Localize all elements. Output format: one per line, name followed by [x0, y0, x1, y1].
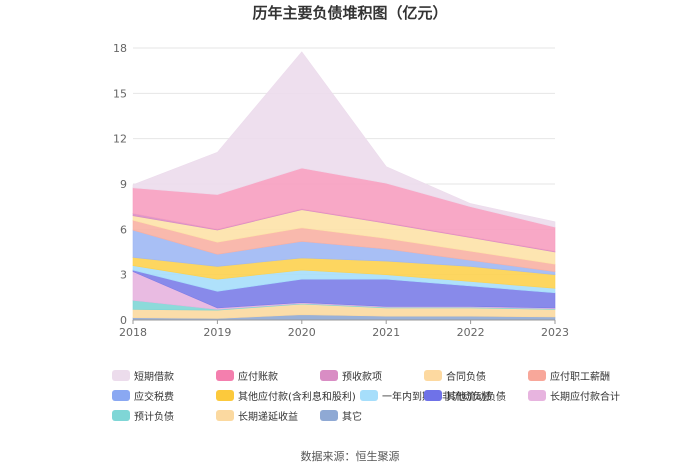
legend-label: 其他应付款(含利息和股利)	[238, 392, 356, 403]
legend-swatch	[424, 390, 442, 401]
legend-swatch	[112, 410, 130, 421]
legend-swatch	[216, 390, 234, 401]
y-tick-label: 15	[113, 87, 127, 100]
legend-swatch	[320, 370, 338, 381]
legend-label: 长期应付款合计	[550, 392, 620, 403]
area-series-短期借款	[132, 51, 556, 228]
legend-label: 合同负债	[446, 372, 486, 383]
legend-item[interactable]: 其他流动负债	[424, 388, 506, 403]
legend-item[interactable]: 预收款项	[320, 368, 382, 383]
legend-item[interactable]: 预计负债	[112, 408, 174, 423]
x-tick-label: 2019	[203, 326, 231, 339]
legend-item[interactable]: 应交税费	[112, 388, 174, 403]
legend-label: 预收款项	[342, 372, 382, 383]
legend-swatch	[112, 390, 130, 401]
legend-swatch	[216, 410, 234, 421]
chart-title: 历年主要负债堆积图（亿元）	[252, 4, 448, 22]
axes: 0 3 6 9 12 15 18 2018 2019 2020 2021 2022 2023	[113, 42, 569, 339]
legend-item[interactable]: 长期递延收益	[216, 408, 298, 423]
legend-label: 应交税费	[134, 392, 174, 403]
legend-label: 预计负债	[134, 412, 174, 423]
legend-label: 短期借款	[134, 372, 174, 383]
legend-swatch	[112, 370, 130, 381]
legend-swatch	[528, 390, 546, 401]
y-tick-label: 0	[120, 314, 127, 327]
legend-swatch	[360, 390, 378, 401]
legend-item[interactable]: 其它	[320, 408, 362, 423]
data-source-note: 数据来源：恒生聚源	[300, 450, 400, 463]
legend-label: 其他流动负债	[446, 392, 506, 403]
legend-swatch	[528, 370, 546, 381]
legend-item[interactable]: 合同负债	[424, 368, 486, 383]
x-tick-label: 2020	[288, 326, 316, 339]
legend-label: 其它	[342, 412, 362, 423]
y-tick-label: 12	[113, 133, 127, 146]
legend-swatch	[216, 370, 234, 381]
area-series-group	[132, 51, 556, 321]
x-tick-label: 2023	[541, 326, 569, 339]
x-tick-label: 2021	[372, 326, 400, 339]
legend-item[interactable]: 应付职工薪酬	[528, 368, 610, 383]
y-tick-label: 3	[120, 269, 127, 282]
legend-item[interactable]: 其他应付款(含利息和股利)	[216, 388, 356, 403]
y-tick-label: 9	[120, 178, 127, 191]
x-tick-label: 2018	[119, 326, 147, 339]
legend-label: 应付职工薪酬	[550, 372, 610, 383]
y-tick-label: 18	[113, 42, 127, 55]
legend-label: 应付账款	[238, 372, 278, 383]
legend-swatch	[320, 410, 338, 421]
legend-item[interactable]: 短期借款	[112, 368, 174, 383]
legend-swatch	[424, 370, 442, 381]
legend-item[interactable]: 长期应付款合计	[528, 388, 620, 403]
y-tick-label: 6	[120, 223, 127, 236]
x-tick-label: 2022	[457, 326, 485, 339]
legend-label: 长期递延收益	[238, 412, 298, 423]
legend-item[interactable]: 应付账款	[216, 368, 278, 383]
